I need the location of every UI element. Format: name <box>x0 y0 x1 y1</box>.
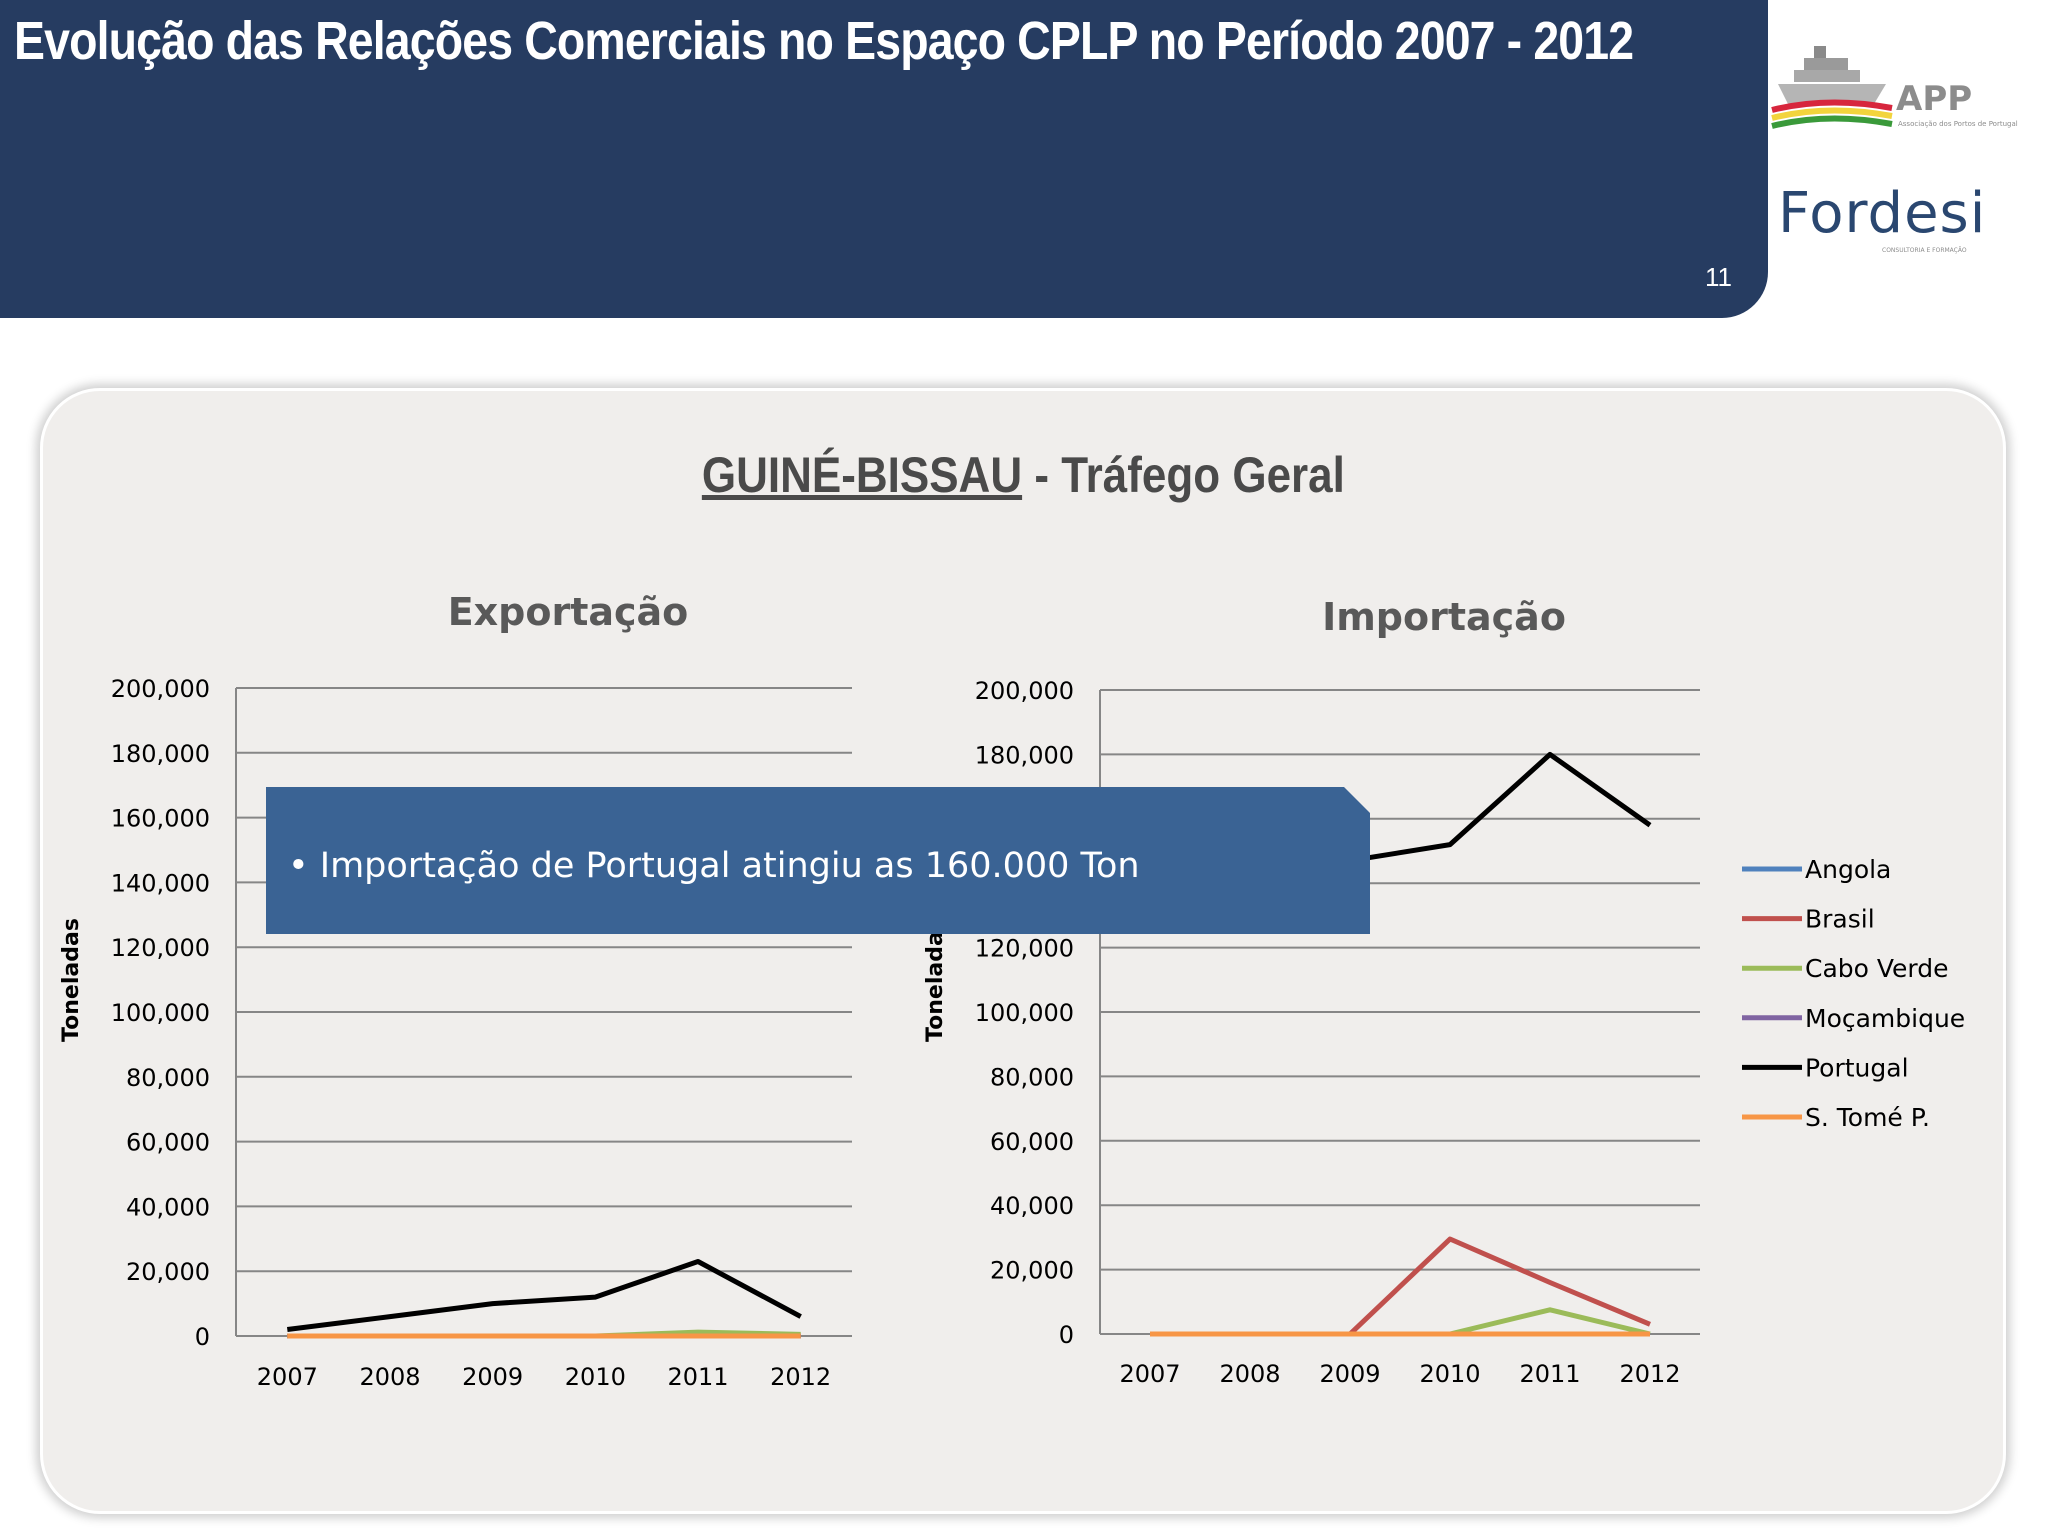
y-axis-label: Toneladas <box>923 918 948 1042</box>
y-tick-label: 120,000 <box>111 934 210 962</box>
panel-title-country: GUINÉ-BISSAU <box>701 447 1022 503</box>
legend-label: Cabo Verde <box>1805 954 1949 983</box>
callout-text: • Importação de Portugal atingiu as 160.… <box>288 846 1140 886</box>
legend-label: Moçambique <box>1805 1004 1965 1033</box>
y-tick-label: 180,000 <box>975 741 1074 769</box>
y-tick-label: 40,000 <box>990 1192 1074 1220</box>
series-line-portugal <box>286 1259 802 1332</box>
app-logo-text: APP <box>1896 79 1972 119</box>
content-panel: GUINÉ-BISSAU - Tráfego Geral <box>40 388 2006 1514</box>
legend-label: Angola <box>1805 855 1891 884</box>
y-tick-label: 180,000 <box>111 740 210 768</box>
y-tick-label: 140,000 <box>111 869 210 897</box>
y-tick-label: 20,000 <box>126 1258 210 1286</box>
x-tick-label: 2012 <box>770 1363 831 1391</box>
y-tick-label: 80,000 <box>126 1064 210 1092</box>
legend-label: Portugal <box>1805 1053 1909 1082</box>
legend-label: S. Tomé P. <box>1805 1103 1930 1132</box>
y-tick-label: 80,000 <box>990 1063 1074 1091</box>
app-logo: APP Associação dos Portos de Portugal <box>1771 46 2018 129</box>
page-title: Evolução das Relações Comerciais no Espa… <box>14 11 1634 71</box>
callout-box <box>266 787 1370 934</box>
x-tick-label: 2010 <box>1419 1360 1480 1388</box>
ship-icon <box>1771 46 1893 129</box>
x-tick-label: 2007 <box>1119 1360 1180 1388</box>
chart-exportacao: Exportação Toneladas 0 20,000 40,000 60,000 80… <box>59 590 852 1391</box>
app-logo-subtitle: Associação dos Portos de Portugal <box>1898 120 2018 128</box>
legend-label: Brasil <box>1805 905 1875 934</box>
x-tick-label: 2008 <box>1219 1360 1280 1388</box>
y-tick-label: 60,000 <box>126 1129 210 1157</box>
y-tick-label: 160,000 <box>111 805 210 833</box>
x-tick-label: 2007 <box>257 1363 318 1391</box>
series-line-brasil <box>1150 1236 1651 1337</box>
chart-title: Importação <box>1322 595 1566 639</box>
series-line-cabo-verde <box>1150 1307 1651 1337</box>
chart-importacao: Importação Toneladas 0 20,000 40,000 60,000 80… <box>923 595 1965 1388</box>
header-bar: Evolução das Relações Comerciais no Espa… <box>0 0 1768 318</box>
legend: Angola Brasil Cabo Verde Moçambique Portugal… <box>1742 855 1965 1132</box>
x-tick-label: 2010 <box>565 1363 626 1391</box>
y-tick-label: 40,000 <box>126 1193 210 1221</box>
fordesi-logo-subtitle: CONSULTORIA E FORMAÇÃO <box>1882 247 1967 254</box>
fordesi-logo-text: Fordesi <box>1778 182 1986 246</box>
y-tick-label: 0 <box>1059 1321 1074 1349</box>
y-tick-label: 200,000 <box>111 675 210 703</box>
fordesi-logo: Fordesi CONSULTORIA E FORMAÇÃO <box>1778 182 1986 254</box>
y-axis-label: Toneladas <box>59 918 84 1042</box>
y-tick-label: 200,000 <box>975 677 1074 705</box>
slide-number: 11 <box>1705 262 1732 292</box>
x-tick-label: 2008 <box>359 1363 420 1391</box>
panel-title: GUINÉ-BISSAU - Tráfego Geral <box>43 446 2003 504</box>
x-tick-label: 2011 <box>1519 1360 1580 1388</box>
y-tick-label: 100,000 <box>975 999 1074 1027</box>
x-tick-label: 2011 <box>667 1363 728 1391</box>
x-tick-label: 2012 <box>1619 1360 1680 1388</box>
y-tick-label: 120,000 <box>975 935 1074 963</box>
y-tick-label: 100,000 <box>111 999 210 1027</box>
x-tick-label: 2009 <box>462 1363 523 1391</box>
y-tick-label: 0 <box>195 1323 210 1351</box>
chart-title: Exportação <box>448 590 689 634</box>
panel-title-rest: - Tráfego Geral <box>1021 447 1345 503</box>
y-tick-label: 20,000 <box>990 1257 1074 1285</box>
x-tick-label: 2009 <box>1319 1360 1380 1388</box>
y-tick-label: 60,000 <box>990 1128 1074 1156</box>
